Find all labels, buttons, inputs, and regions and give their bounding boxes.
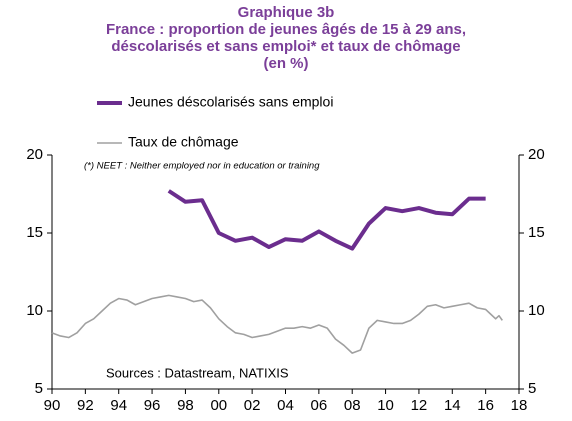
y2-tick-label: 20	[528, 146, 545, 163]
chart-title: Graphique 3b	[238, 4, 335, 21]
y-tick-label: 15	[26, 224, 43, 241]
legend-label: Jeunes déscolarisés sans emploi	[128, 94, 333, 110]
x-tick-label: 96	[144, 397, 161, 414]
chart-subtitle: France : proportion de jeunes âgés de 15…	[106, 21, 466, 38]
x-tick-label: 18	[511, 397, 528, 414]
x-tick-label: 14	[444, 397, 461, 414]
series-line	[167, 189, 486, 251]
series-line	[51, 294, 503, 354]
y-tick-label: 5	[35, 380, 43, 397]
x-tick-label: 98	[177, 397, 194, 414]
x-tick-label: 92	[77, 397, 94, 414]
y2-tick-label: 15	[528, 224, 545, 241]
x-tick-label: 12	[411, 397, 428, 414]
x-tick-label: 16	[477, 397, 494, 414]
annotation: Sources : Datastream, NATIXIS	[106, 365, 289, 380]
x-tick-label: 04	[277, 397, 294, 414]
x-tick-label: 08	[344, 397, 361, 414]
annotation: (*) NEET : Neither employed nor in educa…	[84, 161, 320, 172]
chart-subtitle: (en %)	[264, 55, 309, 72]
x-tick-label: 02	[244, 397, 261, 414]
y-tick-label: 20	[26, 146, 43, 163]
x-tick-label: 90	[44, 397, 61, 414]
x-tick-label: 06	[311, 397, 328, 414]
chart-subtitle: déscolarisés et sans emploi* et taux de …	[111, 38, 460, 55]
legend-label: Taux de chômage	[128, 134, 239, 150]
y-tick-label: 10	[26, 302, 43, 319]
y2-tick-label: 10	[528, 302, 545, 319]
y2-tick-label: 5	[528, 380, 536, 397]
x-tick-label: 94	[110, 397, 127, 414]
x-tick-label: 10	[377, 397, 394, 414]
x-tick-label: 00	[210, 397, 227, 414]
